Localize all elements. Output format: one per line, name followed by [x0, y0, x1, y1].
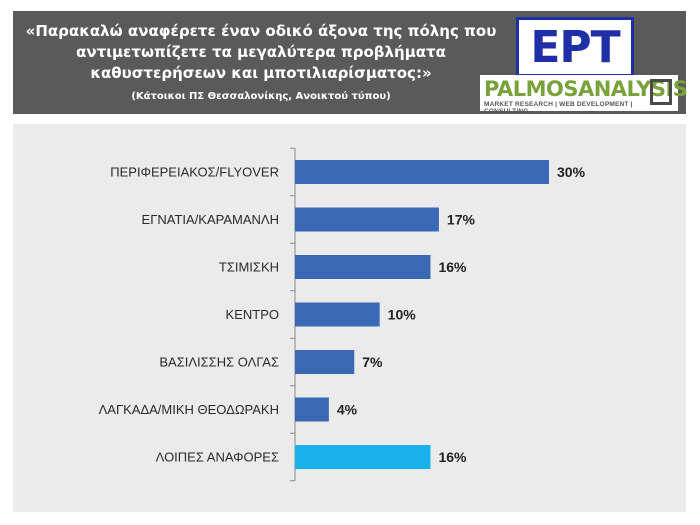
data-label: 7% — [362, 354, 383, 370]
bar — [295, 255, 431, 279]
category-label: ΛΟΙΠΕΣ ΑΝΑΦΟΡΕΣ — [156, 450, 279, 465]
ert-logo-text: ΕΡΤ — [530, 22, 620, 73]
category-label: ΚΕΝΤΡΟ — [226, 307, 279, 322]
title-line-2: αντιμετωπίζετε τα μεγαλύτερα προβλήματα — [76, 43, 446, 61]
data-label: 30% — [557, 164, 586, 180]
bar — [295, 160, 549, 184]
data-label: 10% — [388, 307, 417, 323]
bar — [295, 397, 329, 422]
data-label: 4% — [337, 402, 358, 418]
category-label: ΛΑΓΚΑΔΑ/ΜΙΚΗ ΘΕΟΔΩΡΑΚΗ — [99, 402, 279, 417]
header-banner: «Παρακαλώ αναφέρετε έναν οδικό άξονα της… — [13, 11, 688, 115]
title-line-1: «Παρακαλώ αναφέρετε έναν οδικό άξονα της… — [25, 22, 497, 40]
bar — [295, 445, 431, 469]
bar-chart: ΠΕΡΙΦΕΡΕΙΑΚΟΣ/FLYOVER 30% ΕΓΝΑΤΙΑ/ΚΑΡΑΜΑΝΛ… — [99, 147, 586, 482]
data-label: 16% — [438, 259, 467, 275]
category-label: ΠΕΡΙΦΕΡΕΙΑΚΟΣ/FLYOVER — [110, 165, 279, 180]
category-label: ΒΑΣΙΛΙΣΣΗΣ ΟΛΓΑΣ — [159, 355, 279, 370]
bar — [295, 207, 439, 232]
chart-title: «Παρακαλώ αναφέρετε έναν οδικό άξονα της… — [21, 21, 501, 84]
data-label: 17% — [447, 212, 476, 228]
category-label: ΤΣΙΜΙΣΚΗ — [219, 260, 279, 275]
palmos-analysis-logo: PALMOSANALYSIS MARKET RESEARCH | WEB DEV… — [480, 75, 688, 115]
palmos-logo-tagline: MARKET RESEARCH | WEB DEVELOPMENT | CONS… — [484, 101, 633, 115]
title-line-3: καθυστερήσεων και μποτιλιαρίσματος:» — [90, 64, 432, 82]
ert-logo: ΕΡΤ — [516, 17, 634, 77]
data-label: 16% — [438, 449, 467, 465]
chart-subtitle: (Κάτοικοι ΠΣ Θεσσαλονίκης, Ανοικτού τύπο… — [131, 91, 391, 102]
palmos-logo-mark-icon — [650, 79, 672, 105]
bar — [295, 302, 380, 327]
bar — [295, 350, 355, 374]
chart-panel: ΠΕΡΙΦΕΡΕΙΑΚΟΣ/FLYOVER 30% ΕΓΝΑΤΙΑ/ΚΑΡΑΜΑΝΛ… — [13, 124, 686, 512]
category-label: ΕΓΝΑΤΙΑ/ΚΑΡΑΜΑΝΛΗ — [142, 212, 279, 227]
